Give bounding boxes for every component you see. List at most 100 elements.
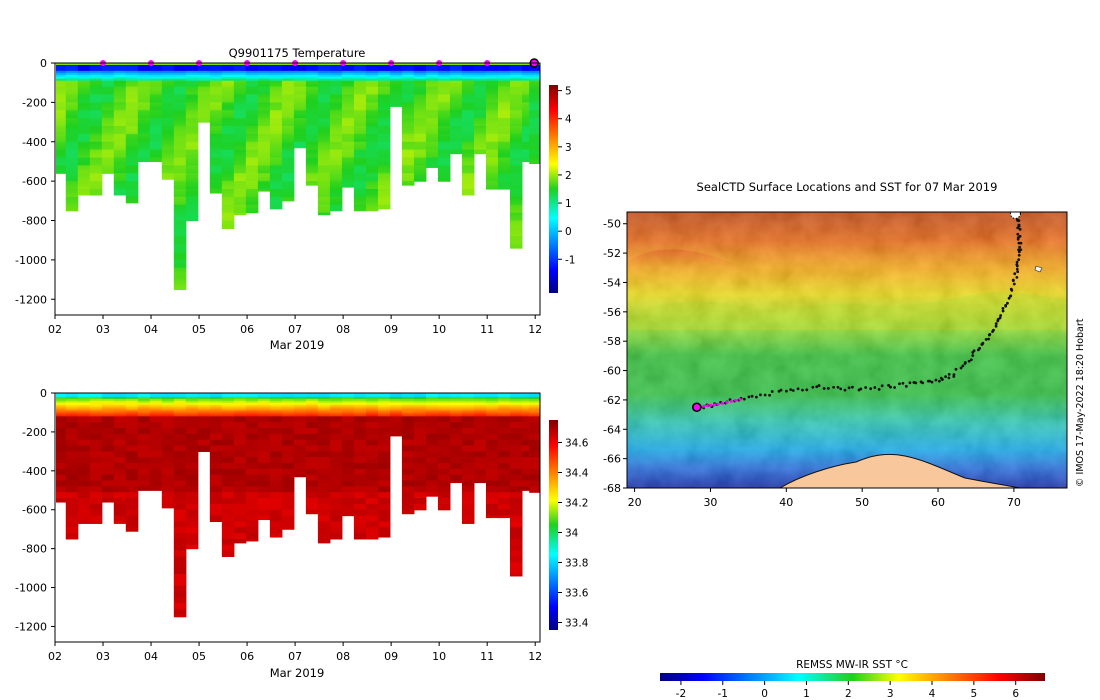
salinity-cell xyxy=(161,406,175,410)
salinity-cell xyxy=(65,486,79,489)
temperature-cell xyxy=(173,82,187,86)
salinity-cell xyxy=(209,451,223,454)
temperature-cell xyxy=(161,90,175,94)
temperature-cell xyxy=(329,183,343,186)
salinity-cell xyxy=(377,511,391,515)
temperature-cell xyxy=(281,76,295,80)
temperature-cell xyxy=(437,155,451,159)
temperature-cell xyxy=(161,135,175,139)
salinity-cell xyxy=(125,468,139,472)
salinity-cell xyxy=(209,435,223,439)
temperature-profile-column xyxy=(329,63,343,212)
salinity-cell xyxy=(77,396,91,400)
temperature-cell xyxy=(221,185,235,188)
salinity-cell xyxy=(365,414,379,417)
salinity-cell xyxy=(377,437,391,441)
salinity-cell xyxy=(449,437,463,441)
temperature-cell xyxy=(485,64,499,68)
temperature-cell xyxy=(341,163,355,166)
salinity-cell xyxy=(329,404,343,408)
temperature-cell xyxy=(245,210,259,214)
salinity-cell xyxy=(389,394,403,398)
salinity-cell xyxy=(377,478,391,482)
temperature-cell xyxy=(365,122,379,125)
salinity-cell xyxy=(209,418,223,421)
temperature-cell xyxy=(161,98,175,102)
salinity-cell xyxy=(281,478,295,482)
salinity-cell xyxy=(125,393,139,396)
salinity-cell xyxy=(89,433,103,437)
salinity-cell xyxy=(185,428,199,431)
temperature-cell xyxy=(101,127,115,131)
temperature-cell xyxy=(137,72,151,76)
salinity-cell xyxy=(305,424,319,427)
salinity-cell xyxy=(293,451,307,454)
temperature-cell xyxy=(125,110,139,113)
salinity-cell xyxy=(65,536,79,540)
temperature-cell xyxy=(269,74,283,78)
temperature-cell xyxy=(521,70,530,74)
salinity-cell xyxy=(125,422,139,425)
salinity-cell xyxy=(137,486,151,489)
salinity-cell xyxy=(353,437,367,441)
salinity-cell xyxy=(221,416,235,419)
temperature-cell xyxy=(437,92,451,96)
salinity-cell xyxy=(233,505,247,509)
salinity-cell xyxy=(233,398,247,402)
temperature-cell xyxy=(305,171,319,174)
salinity-cell xyxy=(257,486,271,489)
salinity-cell xyxy=(305,445,319,449)
salinity-cell xyxy=(281,426,295,429)
salinity-cell xyxy=(149,466,163,470)
salinity-cell xyxy=(137,431,151,435)
salinity-cell xyxy=(269,472,283,476)
temperature-cell xyxy=(341,86,355,90)
temperature-cell xyxy=(149,90,163,94)
salinity-cell xyxy=(413,416,427,419)
salinity-cell xyxy=(425,468,439,472)
salinity-cell xyxy=(413,424,427,427)
temperature-cell xyxy=(149,98,163,102)
salinity-cell xyxy=(221,494,235,497)
salinity-cell xyxy=(317,519,331,522)
salinity-cell xyxy=(377,531,391,534)
salinity-cell xyxy=(77,511,91,515)
temperature-cell xyxy=(449,133,463,137)
temperature-cell xyxy=(497,96,511,100)
temperature-profile-column xyxy=(257,63,271,192)
temperature-cell xyxy=(461,151,475,155)
salinity-cell xyxy=(149,463,163,466)
salinity-cell xyxy=(425,394,439,398)
temperature-cell xyxy=(529,143,540,147)
temperature-cell xyxy=(353,114,367,117)
salinity-cell xyxy=(233,480,247,484)
salinity-cell xyxy=(353,453,367,456)
temperature-cell xyxy=(521,108,530,111)
x-tick-label: 07 xyxy=(288,323,302,336)
salinity-cell xyxy=(353,486,367,489)
salinity-cell xyxy=(77,443,91,447)
temperature-cell xyxy=(293,88,307,92)
temperature-cell xyxy=(293,66,307,70)
salinity-cell xyxy=(353,535,367,538)
temperature-cell xyxy=(185,92,199,96)
salinity-cell xyxy=(233,416,247,419)
temperature-cell xyxy=(281,190,295,194)
temperature-cell xyxy=(149,94,163,98)
salinity-cell xyxy=(221,511,235,515)
salinity-cell xyxy=(77,513,91,517)
temperature-profile-column xyxy=(293,63,307,149)
temperature-cell xyxy=(317,63,331,66)
temperature-cell xyxy=(521,155,530,159)
temperature-cell xyxy=(221,167,235,170)
temperature-cell xyxy=(173,106,187,109)
temperature-cell xyxy=(401,72,415,76)
salinity-cell xyxy=(233,437,247,441)
temperature-cell xyxy=(293,63,307,66)
salinity-cell xyxy=(173,480,187,484)
temperature-cell xyxy=(101,96,115,100)
salinity-cell xyxy=(161,404,175,408)
temperature-cell xyxy=(221,208,235,212)
temperature-cell xyxy=(89,100,103,103)
salinity-cell xyxy=(245,459,259,462)
